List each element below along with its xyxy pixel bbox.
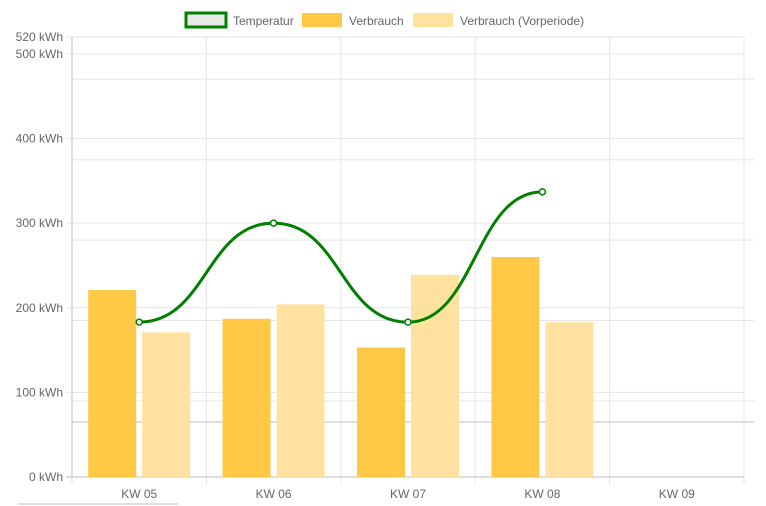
y-tick-label: 520 kWh bbox=[16, 30, 63, 44]
legend-label: Verbrauch bbox=[349, 14, 404, 28]
legend-label: Verbrauch (Vorperiode) bbox=[460, 14, 584, 28]
temperature-point bbox=[135, 318, 143, 326]
y-tick-labels: 0 kWh 100 kWh 200 kWh 300 kWh 400 kWh 500 kWh… bbox=[16, 30, 63, 484]
legend-label: Temperatur bbox=[233, 14, 294, 28]
x-tick-label: KW 05 bbox=[121, 487, 157, 501]
bar-verbrauch bbox=[491, 257, 540, 477]
x-tick-labels: KW 05 KW 06 KW 07 KW 08 KW 09 bbox=[121, 487, 695, 501]
x-tick-label: KW 07 bbox=[390, 487, 426, 501]
y-tick-label: 200 kWh bbox=[16, 301, 63, 315]
y-tick-label: 500 kWh bbox=[16, 47, 63, 61]
bar-verbrauch-vorperiode bbox=[142, 332, 191, 477]
legend-swatch-vorperiode bbox=[413, 13, 453, 27]
temperature-line bbox=[139, 190, 543, 324]
x-tick-label: KW 09 bbox=[659, 487, 695, 501]
y-tick-label: 400 kWh bbox=[16, 132, 63, 146]
x-tick-label: KW 08 bbox=[524, 487, 560, 501]
temperature-point bbox=[269, 219, 278, 227]
y-tick-label: 100 kWh bbox=[16, 385, 63, 399]
x-tick-label: KW 06 bbox=[256, 487, 292, 501]
temperature-point bbox=[404, 318, 412, 326]
legend: Temperatur Verbrauch Verbrauch (Vorperiode… bbox=[184, 11, 584, 29]
bar-verbrauch-vorperiode bbox=[276, 304, 325, 477]
bar-verbrauch bbox=[357, 347, 405, 477]
bars-group bbox=[88, 257, 594, 477]
bar-verbrauch bbox=[88, 290, 137, 477]
bar-verbrauch bbox=[222, 318, 271, 477]
y-tick-label: 0 kWh bbox=[29, 470, 63, 484]
legend-swatch-verbrauch bbox=[302, 13, 342, 27]
bar-verbrauch-vorperiode bbox=[545, 322, 594, 477]
line-series-group bbox=[135, 188, 547, 326]
temperature-point bbox=[538, 188, 547, 196]
y-tick-label: 300 kWh bbox=[16, 216, 63, 230]
legend-swatch-temperatur bbox=[184, 11, 228, 29]
bar-verbrauch-vorperiode bbox=[411, 274, 459, 477]
